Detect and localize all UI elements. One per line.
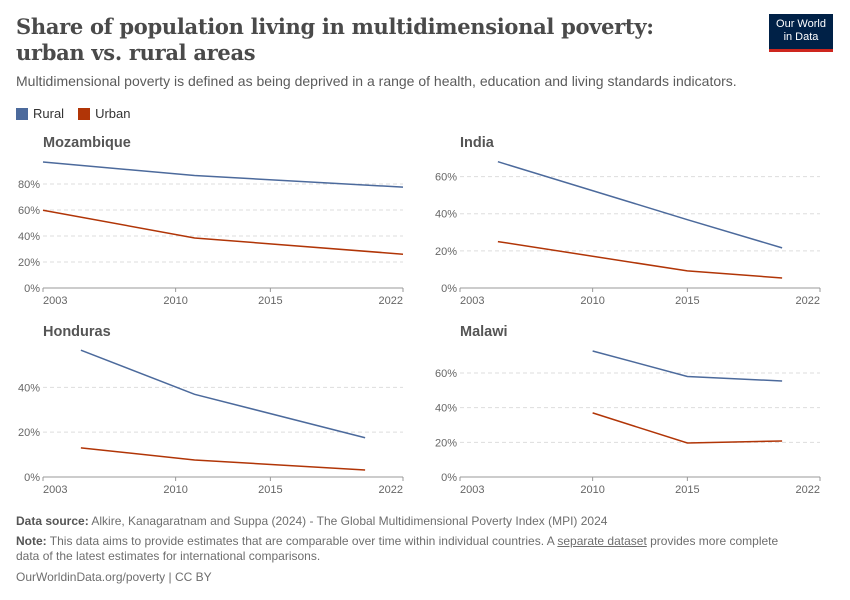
x-tick-label: 2015	[258, 484, 282, 496]
source-label: Data source:	[16, 514, 89, 528]
series-line-urban	[80, 447, 366, 471]
x-tick-label: 2022	[796, 484, 820, 496]
legend: Rural Urban	[16, 106, 131, 121]
x-tick-label: 2022	[379, 295, 403, 307]
y-tick-label: 40%	[18, 231, 40, 243]
y-tick-label: 20%	[435, 437, 457, 449]
y-tick-label: 0%	[441, 283, 457, 295]
series-line-rural	[592, 350, 783, 382]
series-line-rural	[42, 161, 404, 188]
x-tick-label: 2022	[379, 484, 403, 496]
note: Note: This data aims to provide estimate…	[16, 534, 796, 564]
y-tick-label: 20%	[18, 257, 40, 269]
x-tick-label: 2003	[43, 295, 67, 307]
source-text: Alkire, Kanagaratnam and Suppa (2024) - …	[88, 514, 608, 528]
x-tick-label: 2010	[580, 484, 604, 496]
x-tick-label: 2022	[796, 295, 820, 307]
x-tick-label: 2015	[258, 295, 282, 307]
y-tick-label: 40%	[435, 209, 457, 221]
x-tick-label: 2010	[163, 484, 187, 496]
y-tick-label: 0%	[441, 472, 457, 484]
y-tick-label: 60%	[18, 205, 40, 217]
legend-label-rural: Rural	[33, 106, 65, 121]
y-tick-label: 60%	[435, 368, 457, 380]
y-tick-label: 40%	[435, 403, 457, 415]
series-line-urban	[592, 412, 783, 444]
x-tick-label: 2003	[460, 484, 484, 496]
x-tick-label: 2003	[460, 295, 484, 307]
series-line-rural	[80, 349, 366, 439]
panel-title-malawi: Malawi	[460, 324, 508, 340]
y-tick-label: 20%	[435, 246, 457, 258]
chart-subtitle: Multidimensional poverty is defined as b…	[16, 73, 737, 89]
x-tick-label: 2015	[675, 295, 699, 307]
url-license[interactable]: OurWorldinData.org/poverty | CC BY	[16, 570, 212, 584]
panel-title-mozambique: Mozambique	[43, 135, 131, 151]
legend-swatch-urban	[78, 107, 91, 120]
series-line-urban	[42, 209, 404, 255]
legend-swatch-rural	[16, 107, 28, 120]
legend-item-rural[interactable]: Rural	[16, 106, 64, 121]
legend-label-urban: Urban	[95, 106, 131, 121]
panel-title-honduras: Honduras	[43, 324, 111, 340]
x-tick-label: 2015	[675, 484, 699, 496]
x-tick-label: 2010	[163, 295, 187, 307]
y-tick-label: 40%	[18, 382, 40, 394]
series-line-rural	[497, 160, 783, 249]
x-tick-label: 2010	[580, 295, 604, 307]
panel-title-india: India	[460, 135, 494, 151]
chart-title: Share of population living in multidimen…	[16, 14, 654, 65]
y-tick-label: 0%	[24, 472, 40, 484]
note-label: Note:	[16, 534, 47, 548]
x-tick-label: 2003	[43, 484, 67, 496]
y-tick-label: 80%	[18, 179, 40, 191]
note-text-b: provides more complete data of the lates…	[16, 534, 779, 563]
owid-logo[interactable]: Our World in Data	[769, 14, 833, 52]
series-line-urban	[497, 240, 783, 279]
note-text-a: This data aims to provide estimates that…	[46, 534, 558, 548]
y-tick-label: 20%	[18, 427, 40, 439]
legend-item-urban[interactable]: Urban	[78, 106, 131, 121]
y-tick-label: 60%	[435, 172, 457, 184]
separate-dataset-link[interactable]: separate dataset	[557, 534, 647, 548]
data-source: Data source: Alkire, Kanagaratnam and Su…	[16, 514, 607, 529]
y-tick-label: 0%	[24, 283, 40, 295]
